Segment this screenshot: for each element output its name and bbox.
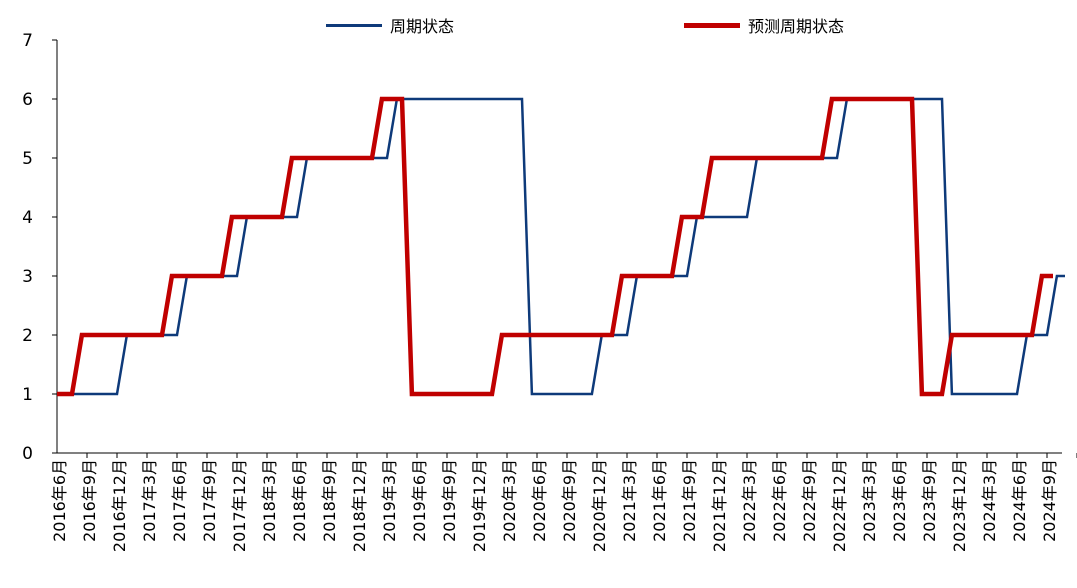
- x-tick-label: 2017年3月: [140, 459, 159, 542]
- x-tick-label: 2019年6月: [410, 459, 429, 542]
- series-line-2: [57, 96, 1053, 397]
- y-tick-label: 0: [22, 444, 33, 464]
- x-tick-label: 2019年9月: [440, 459, 459, 542]
- y-tick-label: 6: [22, 90, 33, 110]
- y-axis-ticks: 0 1 2 3 4 5 6 7: [22, 31, 57, 464]
- x-tick-label: 2017年9月: [200, 459, 219, 542]
- x-tick-label: 2022年12月: [830, 459, 849, 552]
- x-tick-label: 2020年9月: [560, 459, 579, 542]
- legend-label-series-1: 周期状态: [390, 17, 455, 36]
- legend-label-series-2: 预测周期状态: [748, 17, 845, 36]
- legend-swatch-series-2: [684, 22, 740, 28]
- x-tick-label: 2021年6月: [650, 459, 669, 542]
- x-tick-label: 2022年6月: [770, 459, 789, 542]
- x-tick-label: 2023年12月: [950, 459, 969, 552]
- x-tick-label: 2023年6月: [890, 459, 909, 542]
- y-tick-label: 4: [22, 208, 33, 228]
- x-tick-label: 2016年12月: [110, 459, 129, 552]
- x-tick-label: 2022年9月: [800, 459, 819, 542]
- x-tick-label: 2021年9月: [680, 459, 699, 542]
- x-tick-label: 2024年6月: [1010, 459, 1029, 542]
- x-tick-label: 2020年6月: [530, 459, 549, 542]
- x-tick-label: 2018年9月: [320, 459, 339, 542]
- x-axis-ticks: 2016年6月 2016年9月 2016年12月 2017年3月 2017年6月 2017…: [50, 453, 1077, 552]
- y-tick-label: 3: [22, 267, 33, 287]
- legend-swatch-series-1: [326, 23, 382, 27]
- axes: [56, 40, 1062, 454]
- x-tick-label: 2021年3月: [620, 459, 639, 542]
- y-tick-label: 2: [22, 326, 33, 346]
- x-tick-label: 2023年3月: [860, 459, 879, 542]
- x-tick-label: 2020年3月: [500, 459, 519, 542]
- x-tick-label: 2024年9月: [1040, 459, 1059, 542]
- y-tick-label: 5: [22, 149, 33, 169]
- x-tick-label: 2020年12月: [590, 459, 609, 552]
- x-tick-label: 2022年3月: [740, 459, 759, 542]
- x-tick-label: 2017年6月: [170, 459, 189, 542]
- x-tick-label: 2018年6月: [290, 459, 309, 542]
- legend-item-series-2: 预测周期状态: [684, 12, 844, 38]
- x-tick-label: 2023年9月: [920, 459, 939, 542]
- x-tick-label: 2019年3月: [380, 459, 399, 542]
- x-tick-label: 2017年12月: [230, 459, 249, 552]
- x-tick-label: 2018年12月: [350, 459, 369, 552]
- x-tick-label: 2021年12月: [710, 459, 729, 552]
- y-tick-label: 1: [22, 385, 33, 405]
- x-tick-label: 2019年12月: [470, 459, 489, 552]
- series-lines: [57, 96, 1065, 397]
- x-tick-label: 2018年3月: [260, 459, 279, 542]
- x-tick-label: 2016年6月: [50, 459, 69, 542]
- y-tick-label: 7: [22, 31, 33, 51]
- x-tick-label: 2024年3月: [980, 459, 999, 542]
- legend-item-series-1: 周期状态: [326, 12, 454, 38]
- x-tick-label: 2016年9月: [80, 459, 99, 542]
